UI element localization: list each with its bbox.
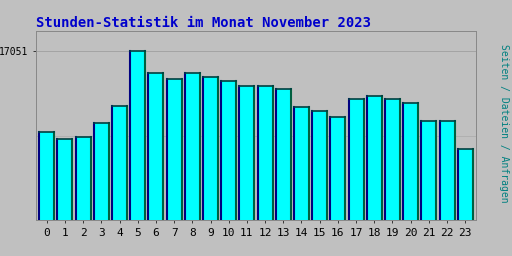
Bar: [39, 132, 54, 220]
Bar: [203, 77, 218, 220]
Bar: [276, 89, 291, 220]
Text: Seiten / Dateien / Anfragen: Seiten / Dateien / Anfragen: [499, 44, 509, 202]
Bar: [403, 103, 418, 220]
Bar: [458, 149, 473, 220]
Bar: [312, 111, 327, 220]
Bar: [148, 73, 163, 220]
Bar: [130, 51, 145, 220]
Bar: [221, 81, 236, 220]
Bar: [330, 117, 345, 220]
Bar: [258, 86, 272, 220]
Bar: [440, 121, 455, 220]
Bar: [421, 121, 436, 220]
Bar: [349, 99, 364, 220]
Bar: [112, 106, 127, 220]
Bar: [185, 73, 200, 220]
Text: Stunden-Statistik im Monat November 2023: Stunden-Statistik im Monat November 2023: [36, 16, 371, 29]
Bar: [57, 139, 72, 220]
Bar: [367, 96, 382, 220]
Bar: [167, 79, 182, 220]
Bar: [76, 137, 91, 220]
Bar: [240, 86, 254, 220]
Bar: [385, 99, 400, 220]
Bar: [94, 123, 109, 220]
Bar: [294, 107, 309, 220]
